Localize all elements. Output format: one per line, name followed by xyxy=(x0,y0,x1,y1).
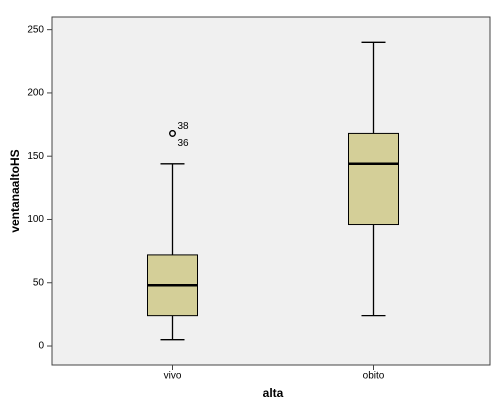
y-tick-label: 200 xyxy=(27,88,44,99)
plot-area xyxy=(51,16,491,366)
y-tick-label: 0 xyxy=(38,341,44,352)
x-axis-title: alta xyxy=(263,386,284,400)
outlier xyxy=(169,130,176,137)
y-tick-label: 50 xyxy=(33,277,45,288)
y-tick-label: 150 xyxy=(27,151,44,162)
box xyxy=(348,132,399,226)
x-tick-label: vivo xyxy=(164,371,182,382)
y-tick-label: 100 xyxy=(27,214,44,225)
y-tick-label: 250 xyxy=(27,24,44,35)
y-axis-title: ventanaaltoHS xyxy=(8,149,22,232)
outlier-label: 36 xyxy=(178,138,190,149)
outlier-label: 38 xyxy=(178,121,190,132)
x-tick-label: obito xyxy=(363,371,385,382)
